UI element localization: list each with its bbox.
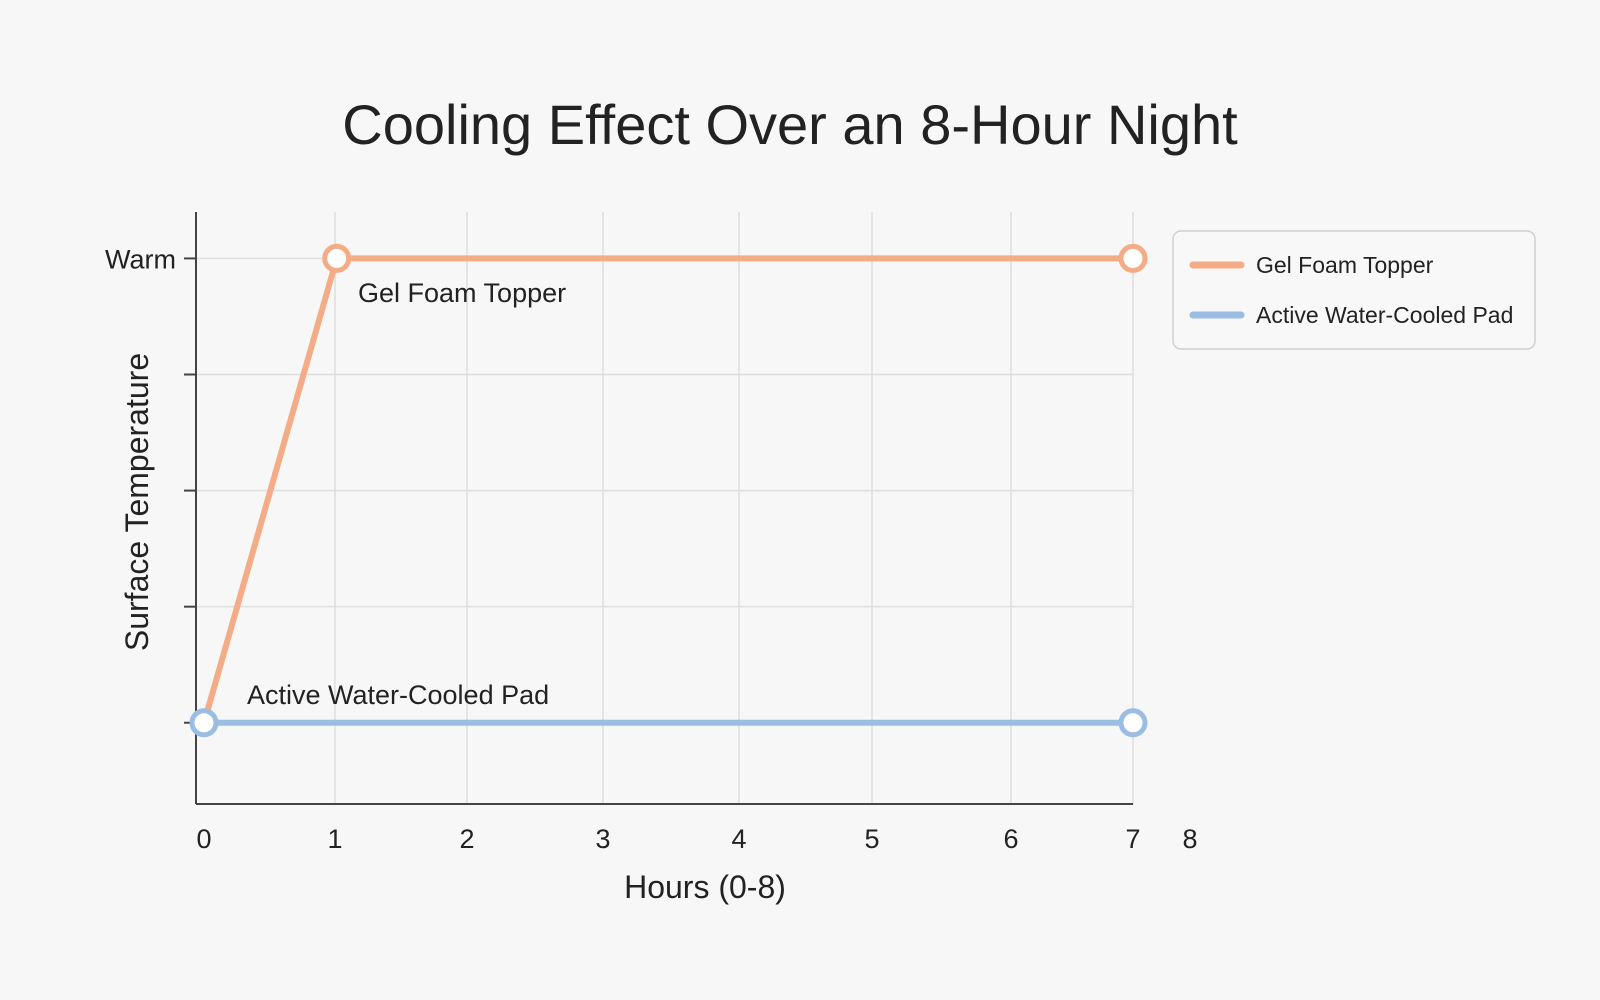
y-axis-label: Surface Temperature: [119, 353, 155, 651]
legend-label-active-water-cooled-pad: Active Water-Cooled Pad: [1256, 302, 1513, 328]
data-point-gel-foam-topper-1: [322, 243, 352, 273]
x-tick-label-6: 6: [1003, 824, 1018, 854]
annotation-layer: Gel Foam Topper Active Water-Cooled Pad: [247, 278, 566, 710]
legend-label-gel-foam-topper: Gel Foam Topper: [1256, 252, 1434, 278]
x-tick-label-7: 7: [1125, 824, 1140, 854]
x-tick-label-2: 2: [459, 824, 474, 854]
x-tick-label-5: 5: [864, 824, 879, 854]
x-tick-label-8: 8: [1182, 824, 1197, 854]
x-tick-label-4: 4: [731, 824, 746, 854]
x-axis-label: Hours (0-8): [624, 869, 786, 905]
x-ticks: 0 1 2 3 4 5 6 7 8: [196, 824, 1197, 854]
annotation-active-water-cooled-pad: Active Water-Cooled Pad: [247, 680, 549, 710]
legend: Gel Foam Topper Active Water-Cooled Pad: [1172, 230, 1536, 350]
chart-title: Cooling Effect Over an 8-Hour Night: [342, 93, 1238, 156]
annotation-gel-foam-topper: Gel Foam Topper: [358, 278, 566, 308]
x-tick-label-1: 1: [327, 824, 342, 854]
data-point-active-water-cooled-pad-0: [189, 708, 219, 738]
x-tick-label-0: 0: [196, 824, 211, 854]
series-layer: [189, 243, 1148, 738]
legend-box: [1172, 230, 1536, 350]
grid: [196, 212, 1134, 804]
data-point-gel-foam-topper-7: [1118, 243, 1148, 273]
y-ticks: Warm: [105, 244, 196, 724]
x-tick-label-3: 3: [595, 824, 610, 854]
axes: [195, 212, 1133, 805]
data-point-active-water-cooled-pad-7: [1118, 708, 1148, 738]
y-tick-label-warm: Warm: [105, 244, 176, 274]
